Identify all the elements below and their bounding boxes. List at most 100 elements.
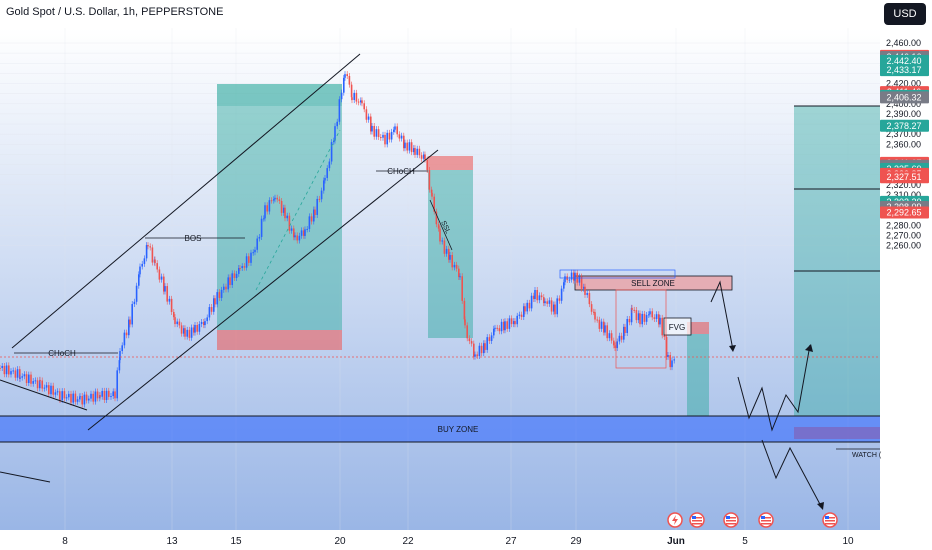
- candle-body: [390, 131, 393, 140]
- candle-body: [334, 126, 336, 141]
- candle-body: [163, 276, 165, 292]
- bos-label: BOS: [185, 234, 202, 243]
- candle-body: [486, 337, 488, 350]
- candle-body: [504, 321, 506, 331]
- candle-body: [143, 258, 146, 264]
- candle-body: [588, 293, 591, 305]
- candle-body: [420, 155, 423, 159]
- candle-body: [410, 142, 413, 153]
- trend-line-bottom-left: [0, 471, 51, 483]
- candle-body: [252, 252, 254, 254]
- buy-zone-label: BUY ZONE: [438, 425, 479, 434]
- candle-body: [464, 319, 466, 326]
- buy-zone: [0, 416, 880, 442]
- us-flag-event-icon[interactable]: [822, 512, 838, 528]
- candle-body: [590, 304, 593, 312]
- candle-body: [600, 321, 603, 329]
- time-axis[interactable]: 8 13 15 20 22 27 29 Jun 5 10: [62, 536, 854, 547]
- candle-body: [544, 301, 546, 304]
- candle-body: [118, 360, 121, 371]
- candle-body: [543, 297, 545, 304]
- candle-body: [351, 97, 353, 100]
- candle-body: [180, 325, 183, 334]
- candle-body: [328, 161, 331, 169]
- candle-body: [649, 311, 651, 315]
- candle-body: [48, 385, 50, 395]
- projection-path-up: [710, 280, 734, 351]
- candle-body: [523, 306, 525, 317]
- candle-body: [23, 374, 26, 377]
- candle-body: [476, 354, 478, 357]
- candle-body: [72, 393, 74, 403]
- candle-body: [503, 321, 505, 331]
- event-markers: [667, 512, 838, 528]
- flash-event-icon[interactable]: [667, 512, 683, 528]
- candle-body: [273, 199, 275, 201]
- candle-body: [125, 332, 128, 336]
- candle-body: [451, 255, 453, 268]
- candle-body: [92, 393, 94, 402]
- candle-body: [174, 317, 176, 325]
- candle-body: [344, 74, 346, 78]
- candle-body: [103, 390, 106, 400]
- candle-body: [243, 266, 246, 268]
- candle-body: [90, 393, 92, 399]
- candle-body: [101, 390, 103, 397]
- us-flag-event-icon[interactable]: [689, 512, 705, 528]
- candle-body: [614, 345, 616, 349]
- candle-body: [553, 304, 555, 312]
- candle-body: [284, 207, 286, 219]
- candle-body: [268, 200, 271, 212]
- candle-body: [123, 332, 126, 346]
- candle-body: [52, 385, 54, 395]
- candle-body: [375, 129, 378, 137]
- candle-body: [651, 311, 653, 318]
- candle-body: [355, 92, 358, 102]
- candle-body: [76, 399, 79, 402]
- candle-body: [348, 76, 351, 85]
- candle-body: [388, 132, 391, 140]
- candle-body: [274, 197, 276, 200]
- us-flag-event-icon[interactable]: [723, 512, 739, 528]
- candle-body: [79, 396, 81, 398]
- candle-body: [458, 268, 460, 277]
- candle-body: [538, 295, 541, 301]
- plot-background: [0, 28, 880, 530]
- candle-body: [453, 264, 456, 268]
- candle-body: [455, 264, 458, 269]
- candle-body: [594, 312, 596, 320]
- candle-body: [108, 390, 110, 397]
- candle-body: [194, 325, 196, 333]
- time-tick-label: 10: [842, 536, 854, 547]
- candle-body: [173, 311, 175, 318]
- candle-body: [63, 391, 66, 399]
- us-flag-event-icon[interactable]: [758, 512, 774, 528]
- candle-body: [613, 340, 615, 346]
- candle-body: [128, 319, 130, 336]
- candle-body: [473, 343, 475, 357]
- candle-body: [506, 321, 508, 329]
- trend-line-left: [0, 379, 88, 411]
- candle-body: [266, 205, 268, 212]
- long-position-stop-1: [217, 330, 342, 350]
- price-axis[interactable]: 2,460.00 2,420.00 2,400.002,390.00 2,370.00…: [886, 38, 921, 251]
- candle-body: [637, 313, 640, 321]
- candle-body: [648, 314, 650, 316]
- grid: [0, 28, 880, 530]
- candle-body: [661, 317, 663, 336]
- candle-body: [227, 277, 229, 290]
- candle-body: [496, 327, 498, 329]
- currency-button[interactable]: USD: [884, 3, 926, 25]
- candle-body: [480, 345, 483, 354]
- candle-body: [371, 125, 373, 132]
- price-tag-label: 2,442.40: [886, 56, 921, 66]
- candle-body: [428, 170, 431, 190]
- time-tick-label: 15: [230, 536, 242, 547]
- candle-body: [85, 394, 88, 401]
- candle-body: [433, 196, 435, 212]
- candle-body: [404, 142, 406, 149]
- candle-body: [626, 318, 628, 333]
- candle-body: [671, 360, 673, 368]
- candle-body: [14, 370, 17, 378]
